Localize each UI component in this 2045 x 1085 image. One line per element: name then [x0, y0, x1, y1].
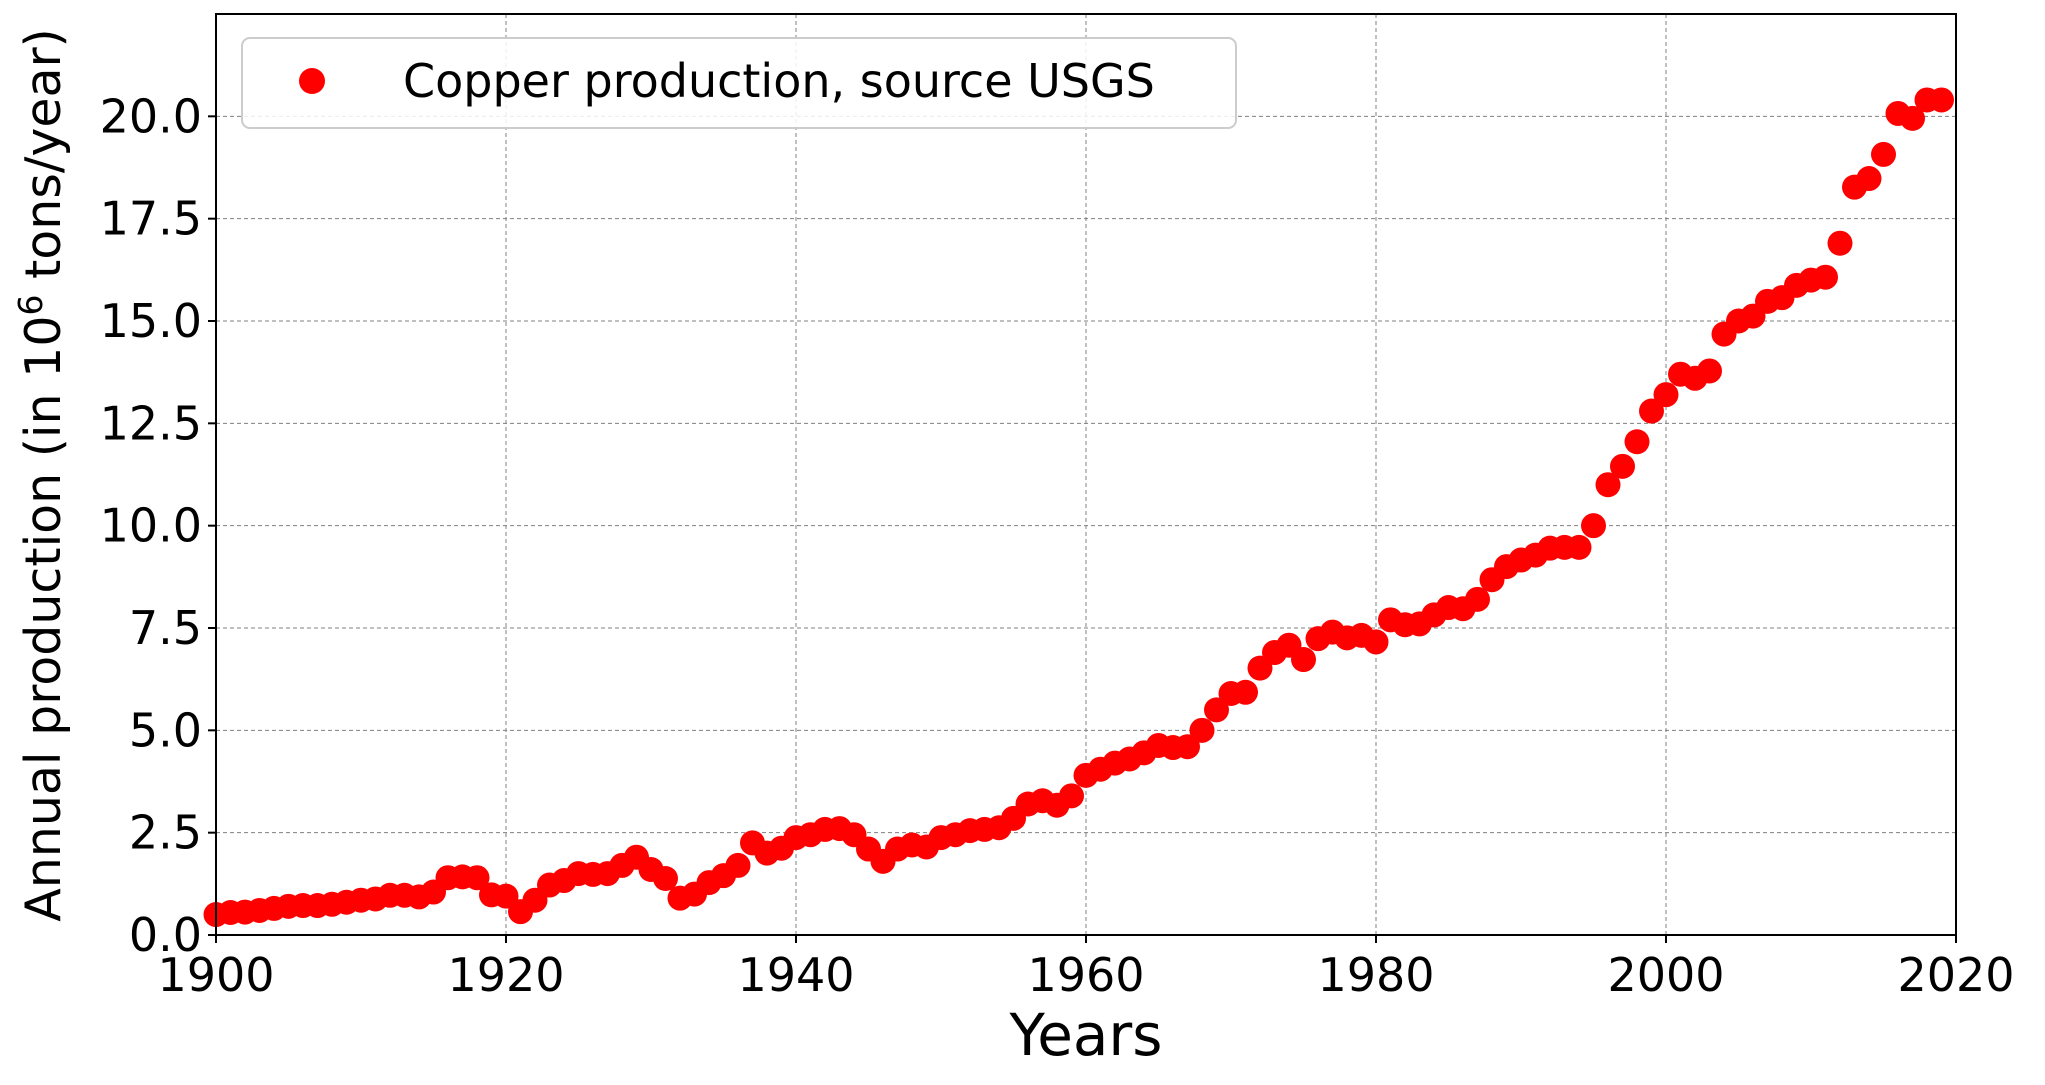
x-tick-label: 1940: [737, 948, 854, 1002]
legend-box: [241, 37, 1237, 129]
legend: Copper production, source USGS: [241, 37, 1237, 129]
legend-marker: [299, 68, 325, 94]
x-tick-label: 1960: [1027, 948, 1144, 1002]
data-point: [1595, 472, 1621, 498]
x-axis-label: Years: [1008, 1001, 1162, 1069]
x-tick-label: 1920: [447, 948, 564, 1002]
y-tick-label: 2.5: [129, 806, 202, 860]
legend-label: Copper production, source USGS: [403, 54, 1155, 108]
data-point: [1581, 513, 1606, 539]
y-tick-label: 10.0: [100, 499, 202, 553]
data-point: [464, 865, 490, 891]
y-tick-label: 5.0: [129, 703, 202, 757]
data-point: [1856, 166, 1882, 192]
data-point: [1610, 453, 1635, 479]
data-point: [1566, 534, 1592, 560]
y-axis-label: Annual production (in 106 tons/year): [11, 28, 72, 922]
y-tick-label: 0.0: [129, 908, 202, 962]
data-point: [1363, 629, 1389, 655]
data-points: [203, 87, 1954, 928]
data-point: [1871, 141, 1896, 167]
y-tick-label: 7.5: [129, 601, 202, 655]
y-tick-label: 20.0: [100, 89, 202, 143]
plot-frame: [215, 13, 1957, 936]
y-tick-label: 17.5: [100, 192, 202, 246]
data-point: [1465, 586, 1490, 612]
data-point: [1639, 398, 1664, 424]
y-axis-label-superscript: 6: [11, 294, 50, 315]
data-point: [1813, 264, 1838, 290]
y-tick-labels: 0.0 2.5 5.0 7.5 10.0 12.5 15.0 17.5 20.0: [100, 89, 202, 962]
x-tick-label: 2000: [1607, 948, 1724, 1002]
data-point: [653, 866, 678, 892]
data-point: [1175, 734, 1200, 760]
data-point: [1929, 87, 1954, 113]
data-point: [1653, 382, 1679, 408]
y-axis-label-prefix: Annual production (in 10: [15, 315, 72, 921]
data-point: [1697, 358, 1722, 384]
data-point: [1900, 105, 1925, 131]
data-point: [1189, 717, 1215, 743]
data-point: [1204, 697, 1229, 723]
x-tick-label: 2020: [1897, 948, 2014, 1002]
x-tick-labels: 1900 1920 1940 1960 1980 2000 2020: [157, 948, 2014, 1002]
y-axis-label-suffix: tons/year): [15, 28, 72, 294]
data-point: [1827, 230, 1853, 256]
x-tick-label: 1980: [1317, 948, 1434, 1002]
data-point: [1059, 783, 1084, 809]
y-tick-label: 15.0: [100, 294, 202, 348]
data-point: [1233, 679, 1258, 705]
data-point: [725, 852, 751, 878]
data-point: [1291, 647, 1316, 673]
data-point: [1624, 429, 1650, 455]
x-tick-label: 1900: [157, 948, 274, 1002]
y-tick-label: 12.5: [100, 396, 202, 450]
